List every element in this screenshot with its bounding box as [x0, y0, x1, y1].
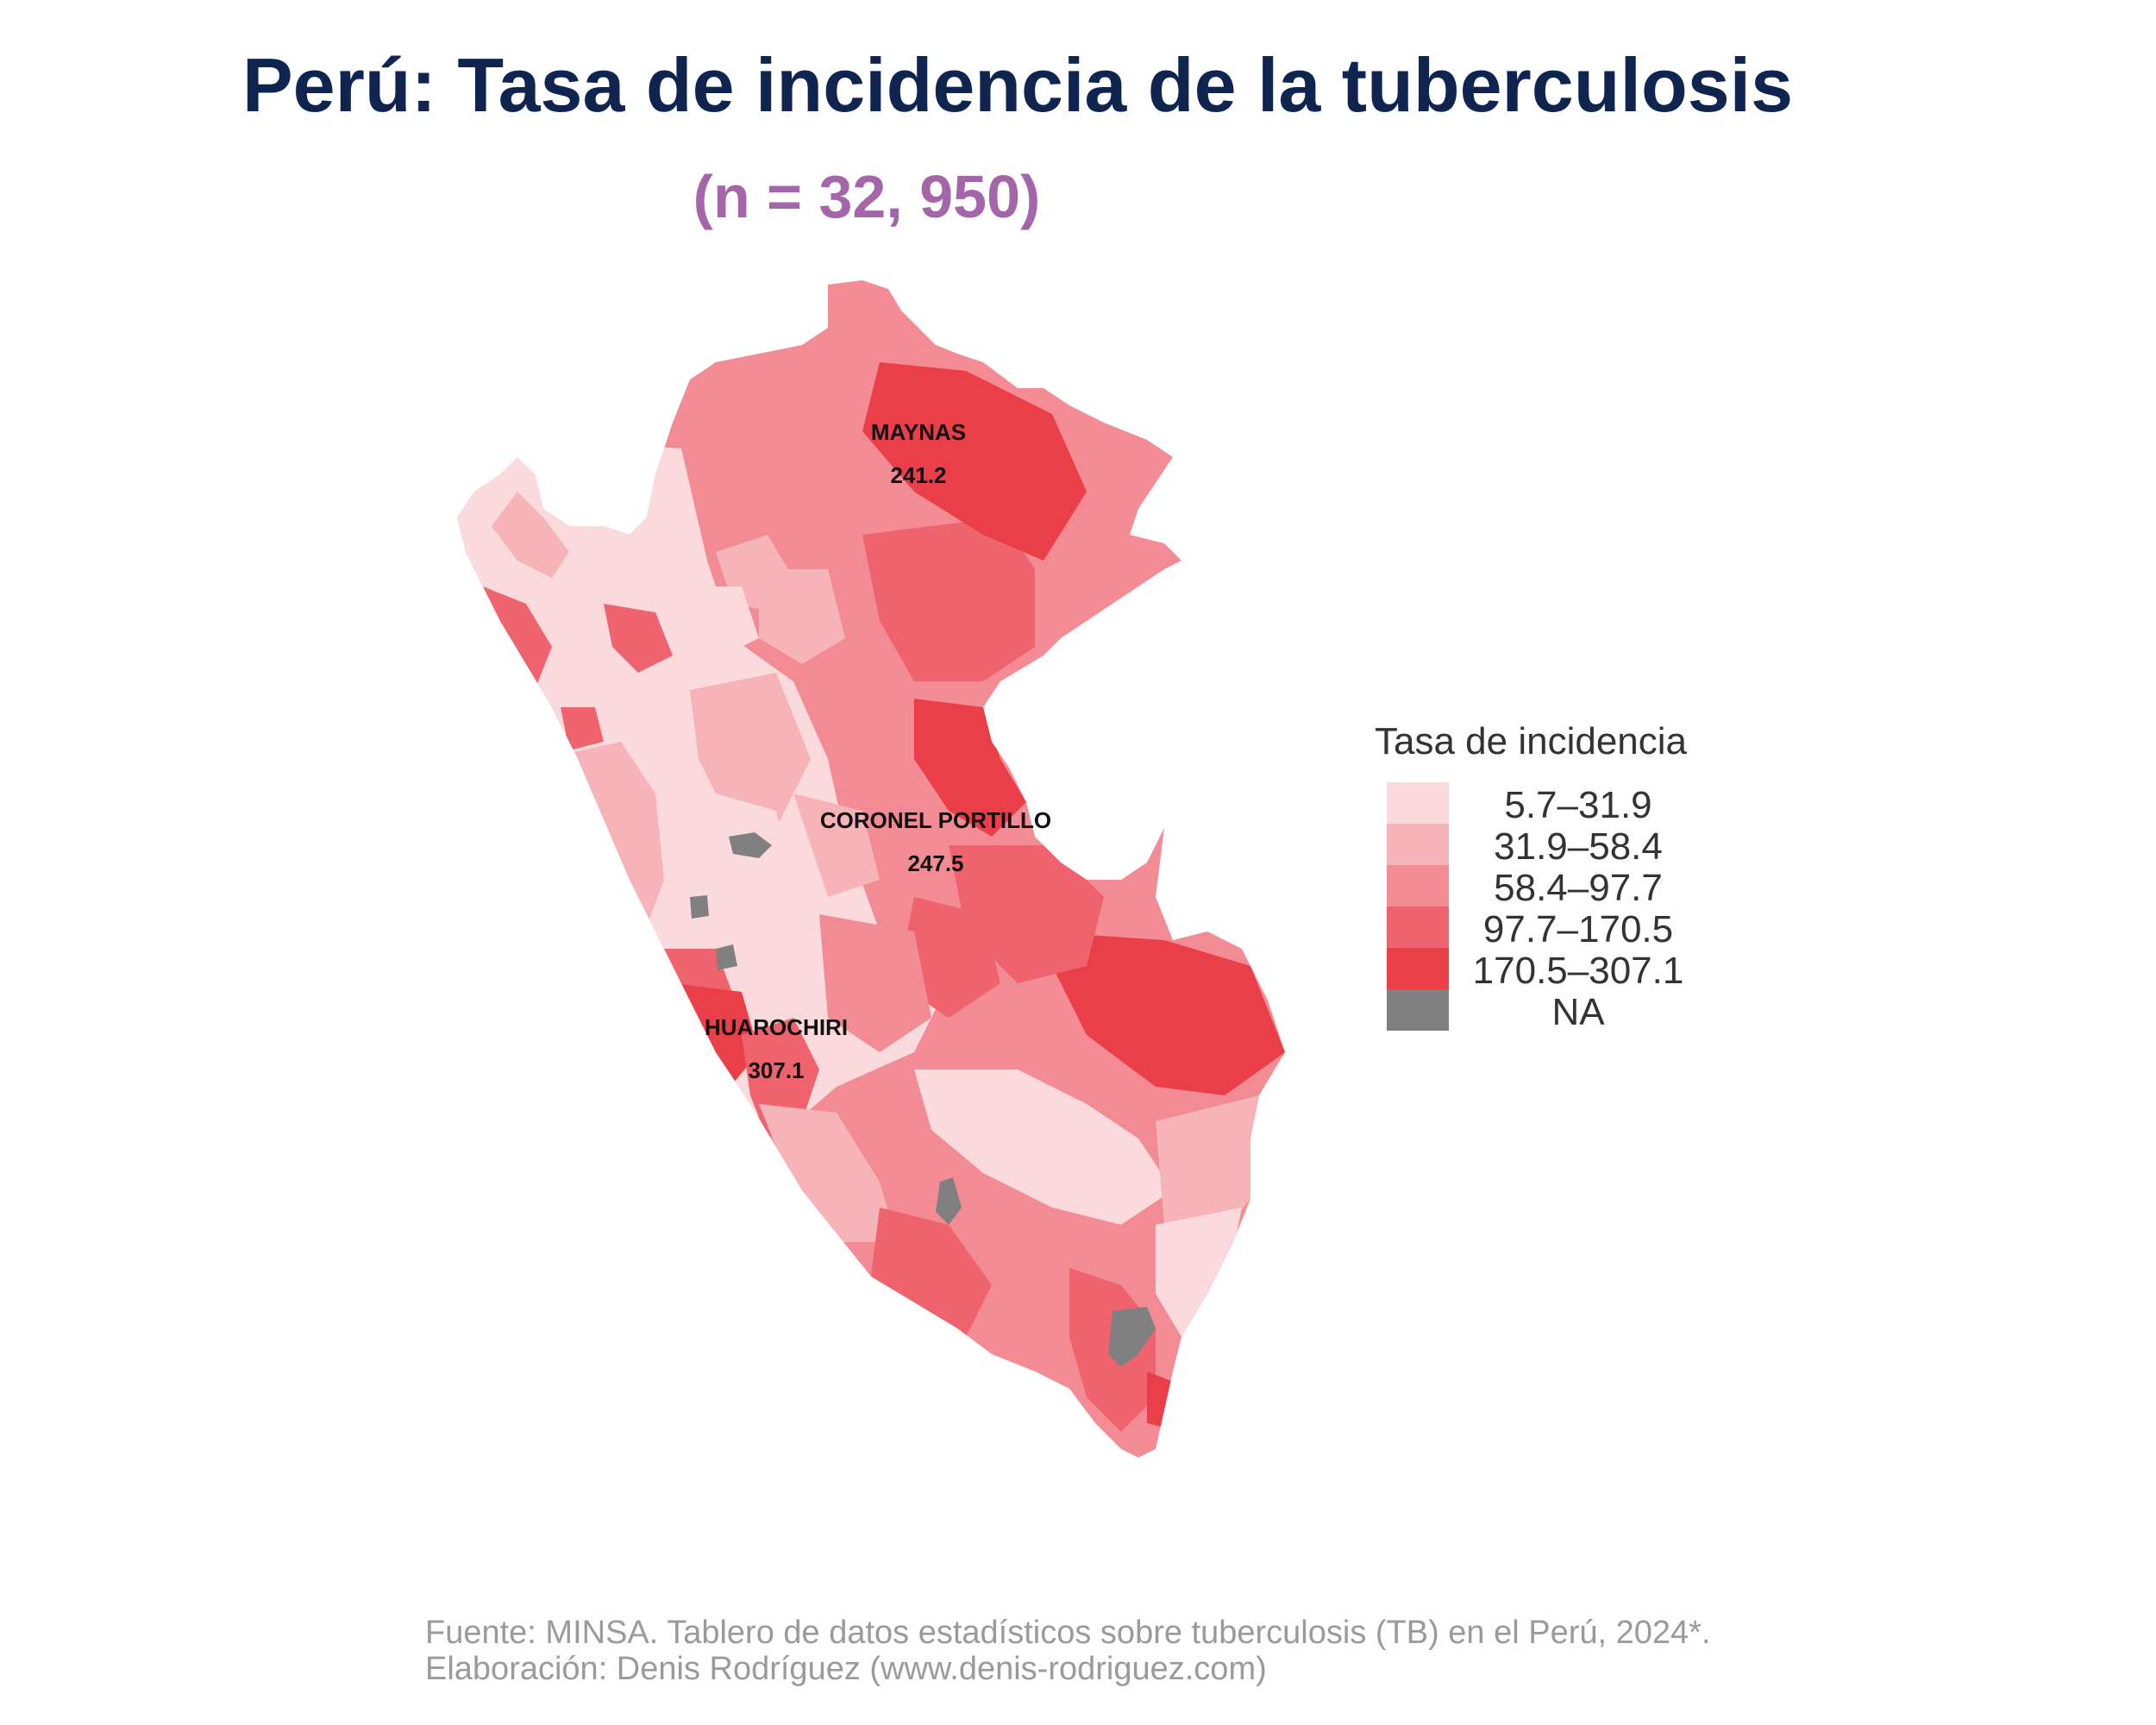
annotation-name-coronel-portillo: CORONEL PORTILLO: [820, 807, 1051, 833]
legend-label: 31.9–58.4: [1494, 825, 1663, 868]
map-subtitle: (n = 32, 950): [693, 163, 1041, 230]
legend-item: 58.4–97.7: [1371, 865, 1687, 909]
annotation-value-maynas: 241.2: [890, 462, 946, 488]
caption: Fuente: MINSA. Tablero de datos estadíst…: [425, 1615, 1711, 1687]
caption-credit: Elaboración: Denis Rodríguez (www.denis-…: [425, 1651, 1267, 1687]
peru-choropleth-map: MAYNAS 241.2 CORONEL PORTILLO 247.5 HUAR…: [457, 280, 1285, 1458]
legend-item: NA: [1371, 989, 1687, 1033]
annotation-value-coronel-portillo: 247.5: [907, 850, 963, 876]
legend-swatch: [1387, 865, 1449, 906]
legend-label: NA: [1551, 991, 1605, 1033]
legend-item: 31.9–58.4: [1371, 824, 1687, 868]
legend-label: 97.7–170.5: [1482, 908, 1674, 950]
legend-label: 5.7–31.9: [1504, 784, 1652, 826]
legend-item: 170.5–307.1: [1371, 948, 1687, 992]
legend-swatch: [1387, 782, 1449, 824]
annotation-name-huarochiri: HUAROCHIRI: [705, 1014, 848, 1040]
annotation-value-huarochiri: 307.1: [748, 1057, 804, 1083]
legend-item: 97.7–170.5: [1371, 906, 1687, 950]
legend-swatch: [1387, 948, 1449, 989]
legend-title: Tasa de incidencia: [1375, 720, 1688, 762]
legend-swatch: [1387, 989, 1449, 1031]
legend-swatch: [1387, 906, 1449, 948]
caption-source: Fuente: MINSA. Tablero de datos estadíst…: [425, 1615, 1711, 1651]
legend-swatch: [1387, 824, 1449, 865]
map-title: Perú: Tasa de incidencia de la tuberculo…: [241, 42, 1794, 128]
legend-label: 58.4–97.7: [1494, 867, 1663, 909]
legend-label: 170.5–307.1: [1472, 950, 1684, 992]
annotation-name-maynas: MAYNAS: [871, 419, 966, 445]
legend-item: 5.7–31.9: [1371, 782, 1687, 826]
legend: Tasa de incidencia 5.7–31.9 31.9–58.4 58…: [1371, 720, 1688, 1033]
